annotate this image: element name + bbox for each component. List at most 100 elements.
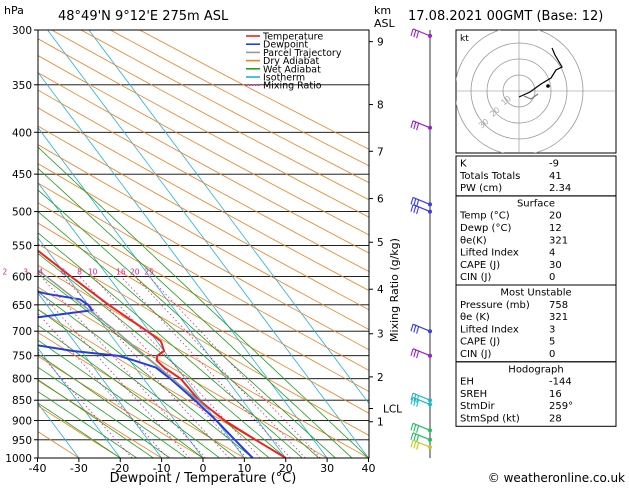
wind-barb-dot (428, 125, 432, 130)
index-row-value: -9 (549, 159, 559, 170)
copyright-footer: © weatheronline.co.uk (488, 471, 625, 485)
hodograph-frame (455, 29, 617, 154)
isotherms (38, 30, 369, 458)
wind-barb-staff (412, 439, 431, 448)
index-row-value: 2.34 (549, 183, 571, 194)
mixing-ratio-line (38, 312, 168, 458)
wet-adiabat (38, 211, 320, 458)
dry-adiabat (38, 286, 328, 458)
dry-adiabat (38, 222, 369, 414)
dry-adiabat (38, 405, 121, 458)
wind-barb-feather (410, 120, 414, 128)
wet-adiabat (38, 324, 220, 458)
wind-barb-dot (428, 353, 432, 358)
indices-table: K -9 Totals Totals 41 PW (cm) 2.34 Surface Temp… (455, 155, 617, 427)
isotherm-line (38, 237, 204, 458)
wind-barb-dot (428, 209, 432, 214)
pressure-tick-label: 700 (12, 326, 32, 338)
wind-barb-feather (410, 397, 414, 405)
dry-adiabat (38, 55, 369, 236)
dry-adiabat (51, 30, 369, 201)
surface-row-value: 20 (549, 211, 562, 222)
hpa-axis-label: hPa (4, 4, 24, 17)
unstable-row-label: Lifted Index (460, 324, 519, 335)
altitude-tick-label: 2 (377, 372, 384, 384)
index-row-label: K (460, 159, 467, 170)
wet-adiabat (38, 379, 154, 458)
series-dewpoint (38, 290, 254, 458)
wet-adiabat (38, 232, 303, 458)
pressure-tick-label: 900 (12, 416, 32, 428)
wind-barb-staff (412, 392, 431, 401)
altitude-tick-label: 7 (377, 146, 384, 158)
wind-barb-staff (412, 204, 431, 213)
unstable-row-value: 758 (549, 300, 568, 311)
temperature-tick-label: 10 (237, 462, 251, 475)
isotherm-line (47, 30, 369, 458)
altitude-tick-label: 6 (377, 194, 384, 206)
mixing-ratio-line (120, 276, 291, 458)
altitude-tick-label: 3 (377, 329, 384, 341)
wind-barb-dot (428, 329, 432, 334)
wet-adiabat (38, 353, 187, 458)
index-row-label: PW (cm) (460, 183, 502, 194)
pressure-tick-label: 750 (12, 351, 32, 363)
hodograph-trace (518, 47, 563, 98)
pressure-tick-label: 400 (12, 127, 32, 139)
temperature-tick-label: -20 (111, 462, 129, 475)
temperature-tick-label: 30 (320, 462, 334, 475)
wind-barb-feather (416, 399, 420, 407)
wind-barb-feather (413, 325, 417, 333)
wind-barb-dot (428, 428, 432, 433)
altitude-tick-label: 1 (377, 417, 384, 429)
wind-barb-staff (412, 323, 431, 332)
hodograph-section-title: Hodograph (508, 364, 563, 375)
dry-adiabat (38, 202, 369, 393)
wind-barb-staff (412, 396, 431, 405)
wet-adiabat (38, 291, 253, 458)
legend-label: Temperature (262, 32, 323, 43)
wind-barb-feather (410, 204, 414, 212)
temperature-tick-label: 0 (200, 462, 207, 475)
hodograph-row-label: StmDir (460, 401, 495, 412)
unstable-section-title: Most Unstable (500, 288, 571, 299)
dry-adiabat (38, 163, 369, 351)
wind-barb-feather (410, 440, 414, 448)
wind-barb-feather (413, 433, 417, 442)
mixing-ratio-label: 10 (88, 267, 98, 276)
plot-area (38, 30, 369, 458)
dry-adiabat (38, 38, 369, 218)
dry-adiabat (38, 89, 369, 273)
wind-barb-feather (413, 349, 417, 358)
wind-barb-staff (412, 348, 431, 357)
surface-row-label: CAPE (J) (460, 260, 500, 271)
mixing-ratio-line (134, 276, 306, 458)
pressure-tick-label: 550 (12, 240, 32, 252)
wind-barb-feather (410, 393, 414, 401)
dry-adiabat (38, 125, 369, 311)
temperature-tick-label: -40 (29, 462, 47, 475)
wind-barb-dot (428, 402, 432, 407)
surface-row-value: 30 (549, 260, 562, 271)
wind-barb-feather (413, 205, 417, 213)
wind-barb-staff (412, 28, 431, 37)
km-axis-label: km (374, 4, 391, 17)
wind-barb-feather (416, 123, 420, 131)
unstable-row-value: 0 (549, 349, 555, 360)
indices-hodograph-box (455, 361, 617, 427)
altitude-ticks: 9 8 7 6 5 4 3 2 LCL 1 (369, 37, 402, 429)
dry-adiabat (38, 144, 369, 330)
mixing-ratio-line (38, 351, 133, 458)
wind-barb-dot (428, 398, 432, 403)
wet-adiabat (38, 253, 287, 458)
mixing-ratio-line (62, 276, 230, 458)
pressure-tick-label: 950 (12, 435, 32, 447)
wind-barb-feather (413, 424, 417, 432)
wet-adiabat (38, 391, 138, 458)
temperature-tick-label: -30 (70, 462, 88, 475)
dry-adiabat (38, 264, 369, 458)
wind-barb-dot (428, 33, 432, 38)
hodograph-row-value: 28 (549, 414, 562, 425)
hodograph-trace-lower (523, 93, 539, 100)
